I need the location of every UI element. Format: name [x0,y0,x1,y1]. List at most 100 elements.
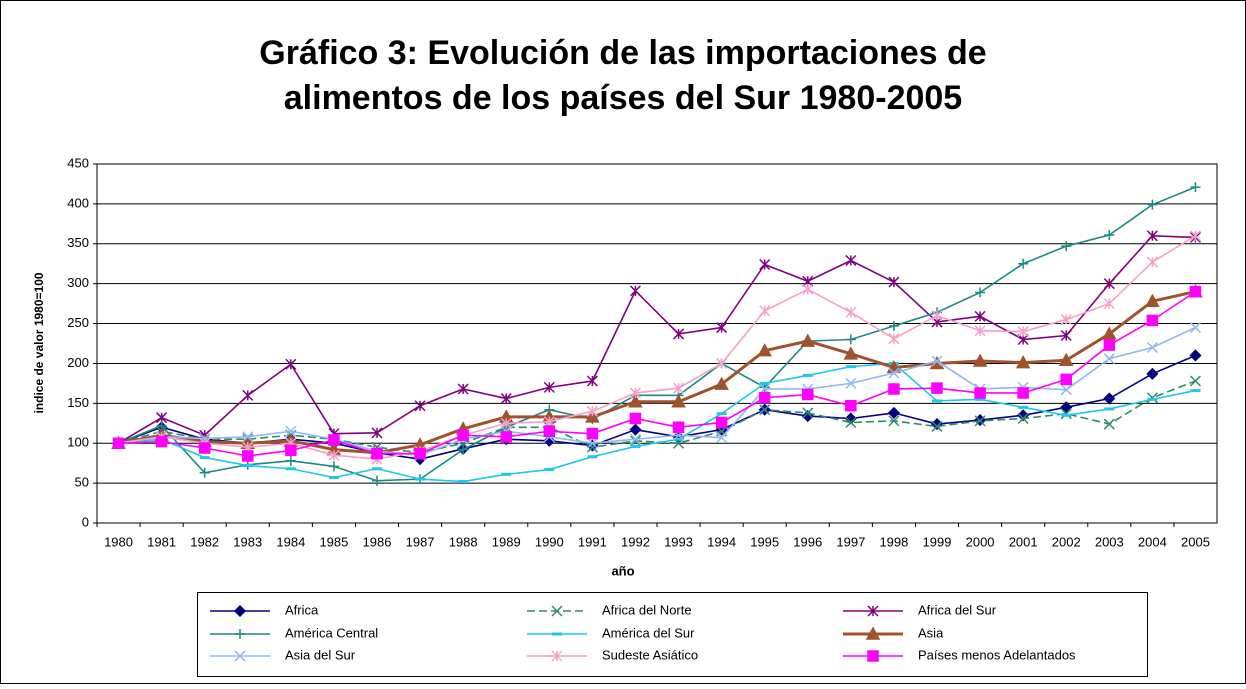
legend-label: Africa del Norte [602,602,692,617]
legend-marker [551,605,563,617]
marker [802,283,814,295]
y-tick-label: 400 [67,195,89,210]
marker [458,444,469,455]
marker [457,429,469,441]
marker [845,255,857,267]
y-tick-label: 250 [67,315,89,330]
marker [931,420,943,432]
marker [759,258,771,271]
marker [843,346,859,360]
marker [586,437,598,449]
marker [1060,373,1072,386]
marker [845,416,857,429]
y-axis-label: indice de valor 1980=100 [32,272,46,413]
series-line [118,290,1196,457]
x-tick-label: 1992 [621,534,650,549]
marker [242,450,254,462]
marker [1061,241,1072,252]
marker [1146,230,1158,242]
marker [758,391,771,404]
marker [629,435,641,447]
x-tick-label: 1983 [233,534,262,549]
marker [1060,408,1072,420]
marker [974,325,986,337]
marker [1146,314,1159,327]
marker [371,427,383,439]
marker [629,433,641,445]
marker [1060,314,1072,326]
marker [1189,285,1202,298]
marker [1017,326,1029,338]
marker [629,387,641,399]
marker [888,276,900,288]
marker [1017,412,1029,425]
legend-marker [233,604,247,618]
legend-marker [235,629,245,639]
y-tick-label: 0 [82,514,89,529]
x-tick-label: 1984 [276,534,305,549]
marker [759,404,771,416]
marker [543,416,555,428]
marker [1146,256,1158,268]
marker [888,333,900,345]
marker [1103,298,1115,310]
marker [715,416,728,429]
marker [285,444,297,457]
x-tick-label: 2004 [1138,534,1167,549]
marker [586,427,599,440]
series-line [118,326,1196,457]
marker [242,431,254,443]
x-tick-label: 1988 [449,534,478,549]
y-tick-label: 300 [67,275,89,290]
marker [414,447,426,460]
x-tick-label: 1981 [147,534,176,549]
marker [1103,339,1116,351]
marker [888,320,899,331]
series-line [118,186,1196,482]
marker [629,285,641,297]
marker [500,417,512,429]
marker [629,423,642,436]
marker [285,358,297,370]
legend-label: América del Sur [602,625,695,640]
y-tick-label: 450 [67,155,89,170]
marker [628,394,643,408]
marker [1146,367,1159,380]
marker [759,305,771,317]
marker [845,334,856,345]
x-tick-label: 1995 [750,534,779,549]
x-tick-label: 2003 [1095,534,1124,549]
marker [372,475,382,486]
marker [673,382,685,394]
marker [1060,401,1073,414]
marker [975,287,986,298]
marker [931,355,943,367]
marker [1104,230,1115,241]
marker [931,310,943,322]
marker [1017,387,1029,399]
chart-title: Gráfico 3: Evolución de las importacione… [259,34,986,72]
legend-marker [234,650,246,662]
x-tick-label: 1990 [535,534,564,549]
marker [1018,258,1029,269]
x-tick-label: 1994 [707,534,736,549]
marker [285,425,297,437]
series-line [118,235,1196,460]
x-tick-label: 1986 [363,534,392,549]
marker [1103,392,1116,405]
marker [1189,349,1202,362]
marker [714,376,729,390]
marker [800,333,816,347]
x-tick-label: 2002 [1052,534,1081,549]
x-tick-label: 1985 [319,534,348,549]
marker [716,432,728,444]
marker [586,441,598,453]
y-tick-label: 50 [75,475,89,490]
marker [500,431,512,443]
x-tick-label: 1997 [836,534,865,549]
marker [1189,375,1201,387]
marker [500,393,512,405]
marker [1058,352,1074,367]
legend-label: Africa [285,602,319,617]
